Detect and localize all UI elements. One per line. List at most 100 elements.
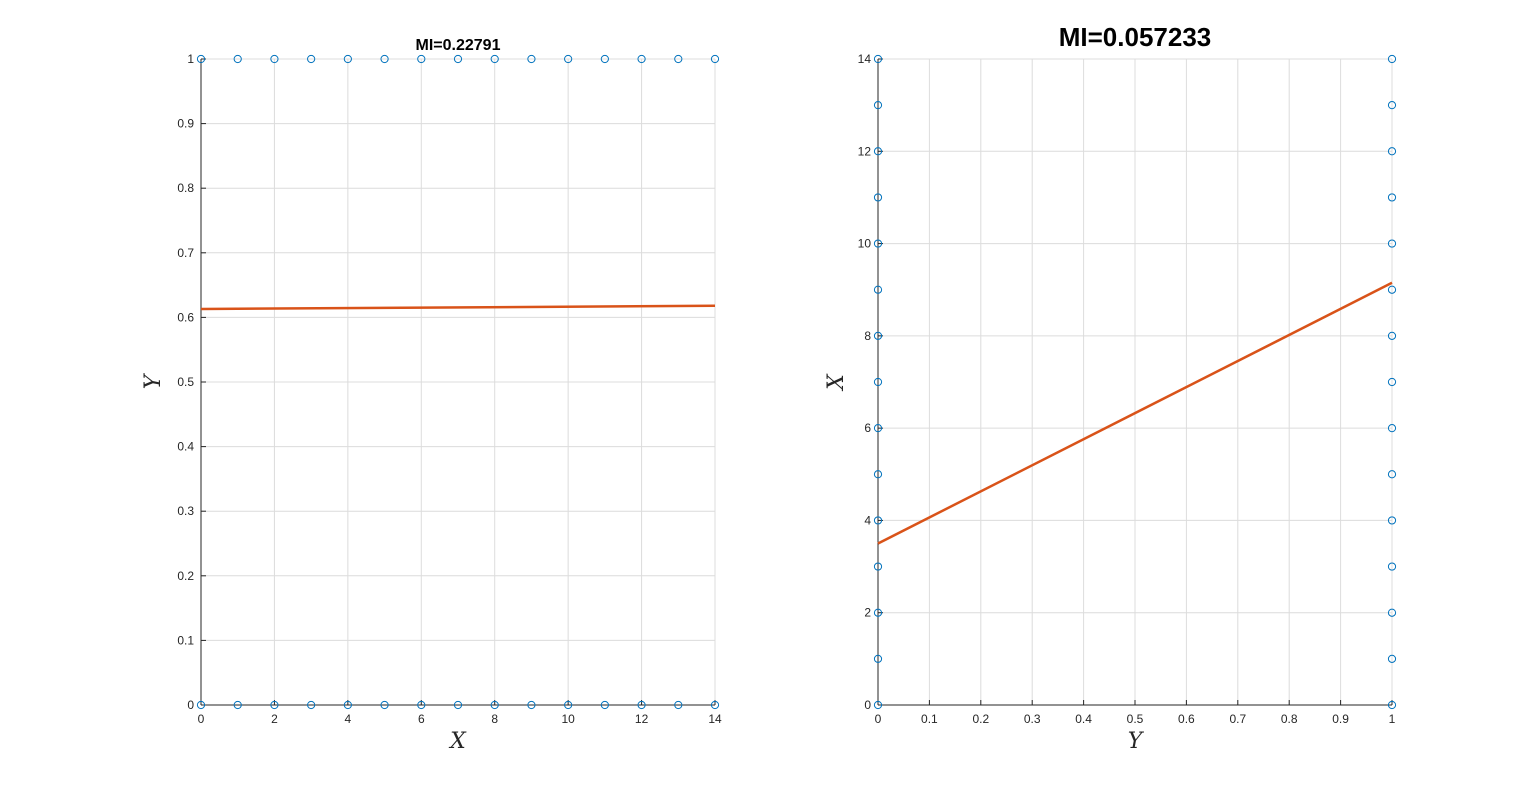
data-point xyxy=(873,239,883,248)
data-point xyxy=(453,54,463,64)
data-point xyxy=(1387,54,1397,64)
left-plot-title: MI=0.22791 xyxy=(416,37,501,54)
y-tick-label: 0.6 xyxy=(177,310,194,324)
data-point xyxy=(343,700,352,710)
data-point xyxy=(1387,424,1397,433)
scatter-points xyxy=(873,54,1397,710)
y-tick-label: 0.8 xyxy=(177,181,194,195)
x-tick-label: 0.9 xyxy=(1332,712,1349,726)
y-tick-label: 0.4 xyxy=(177,440,194,454)
data-point xyxy=(710,700,720,710)
data-point xyxy=(1387,470,1397,479)
x-tick-label: 4 xyxy=(345,712,352,726)
data-point xyxy=(1387,331,1397,340)
right-plot-xlabel: Y xyxy=(1128,729,1145,754)
data-point xyxy=(1387,147,1397,156)
right-plot-title: MI=0.057233 xyxy=(1059,22,1212,52)
y-tick-label: 0.7 xyxy=(177,246,194,260)
right-plot-ylabel: X xyxy=(824,373,849,392)
grid-lines xyxy=(877,58,1393,706)
data-point xyxy=(417,700,426,710)
data-point xyxy=(1387,101,1397,110)
data-point xyxy=(873,608,883,617)
data-point xyxy=(564,700,573,710)
x-tick-label: 12 xyxy=(635,712,649,726)
data-point xyxy=(1387,239,1397,248)
data-point xyxy=(564,54,573,64)
x-tick-label: 0 xyxy=(198,712,205,726)
data-point xyxy=(637,54,646,64)
fit-line xyxy=(200,304,716,311)
data-point xyxy=(873,562,883,571)
data-point xyxy=(1387,285,1397,294)
data-point xyxy=(490,54,499,64)
data-point xyxy=(873,331,883,340)
data-point xyxy=(380,700,389,710)
y-tick-label: 6 xyxy=(864,421,871,435)
data-point xyxy=(873,516,883,525)
x-tick-label: 0.2 xyxy=(972,712,989,726)
right-scatter-plot: MI=0.057233 Y X 0 0.1 0.2 0.3 0.4 0.5 0.6 0.7 0.… xyxy=(824,22,1397,754)
y-tick-label: 2 xyxy=(864,606,871,620)
data-point xyxy=(527,700,536,710)
x-tick-label: 10 xyxy=(561,712,575,726)
data-point xyxy=(490,700,499,710)
left-plot-ylabel: Y xyxy=(141,372,166,389)
data-point xyxy=(710,54,720,64)
data-point xyxy=(873,147,883,156)
y-tick-label: 8 xyxy=(864,329,871,343)
data-point xyxy=(1387,193,1397,202)
y-tick-label: 0 xyxy=(187,698,194,712)
data-point xyxy=(873,101,883,110)
data-point xyxy=(270,54,279,64)
data-point xyxy=(873,377,883,387)
x-tick-label: 0.1 xyxy=(921,712,938,726)
data-point xyxy=(527,54,536,64)
data-point xyxy=(1387,377,1397,387)
x-tick-label: 6 xyxy=(418,712,425,726)
y-tick-label: 1 xyxy=(187,52,194,66)
data-point xyxy=(307,700,316,710)
left-plot-xlabel: X xyxy=(448,729,467,754)
data-point xyxy=(873,424,883,433)
data-point xyxy=(873,700,883,710)
data-point xyxy=(417,54,426,64)
data-point xyxy=(233,700,242,710)
data-point xyxy=(196,700,206,710)
data-point xyxy=(600,54,609,64)
data-point xyxy=(637,700,646,710)
x-tick-label: 8 xyxy=(491,712,498,726)
data-point xyxy=(196,54,206,64)
grid-lines xyxy=(200,58,716,706)
x-tick-label: 0.4 xyxy=(1075,712,1092,726)
y-tick-label: 0.9 xyxy=(177,117,194,131)
left-scatter-plot: MI=0.22791 X Y 0 2 4 6 8 10 12 1400.10.20.30.40… xyxy=(141,37,722,754)
data-point xyxy=(873,285,883,294)
data-point xyxy=(873,470,883,479)
x-tick-label: 0.3 xyxy=(1024,712,1041,726)
x-tick-label: 0.6 xyxy=(1178,712,1195,726)
x-tick-label: 0.7 xyxy=(1229,712,1246,726)
data-point xyxy=(233,54,242,64)
y-tick-label: 12 xyxy=(858,144,872,158)
data-point xyxy=(1387,654,1397,663)
data-point xyxy=(600,700,609,710)
x-tick-label: 2 xyxy=(271,712,278,726)
y-tick-label: 10 xyxy=(858,237,872,251)
y-tick-label: 0 xyxy=(864,698,871,712)
data-point xyxy=(873,54,883,64)
y-tick-label: 0.3 xyxy=(177,504,194,518)
data-point xyxy=(1387,700,1397,710)
x-tick-label: 0 xyxy=(875,712,882,726)
data-point xyxy=(674,700,683,710)
y-tick-label: 0.1 xyxy=(177,633,194,647)
data-point xyxy=(873,193,883,202)
y-tick-label: 0.2 xyxy=(177,569,194,583)
x-tick-label: 0.5 xyxy=(1127,712,1144,726)
data-point xyxy=(1387,608,1397,617)
scatter-points xyxy=(196,54,720,710)
y-tick-label: 14 xyxy=(858,52,872,66)
data-point xyxy=(1387,516,1397,525)
